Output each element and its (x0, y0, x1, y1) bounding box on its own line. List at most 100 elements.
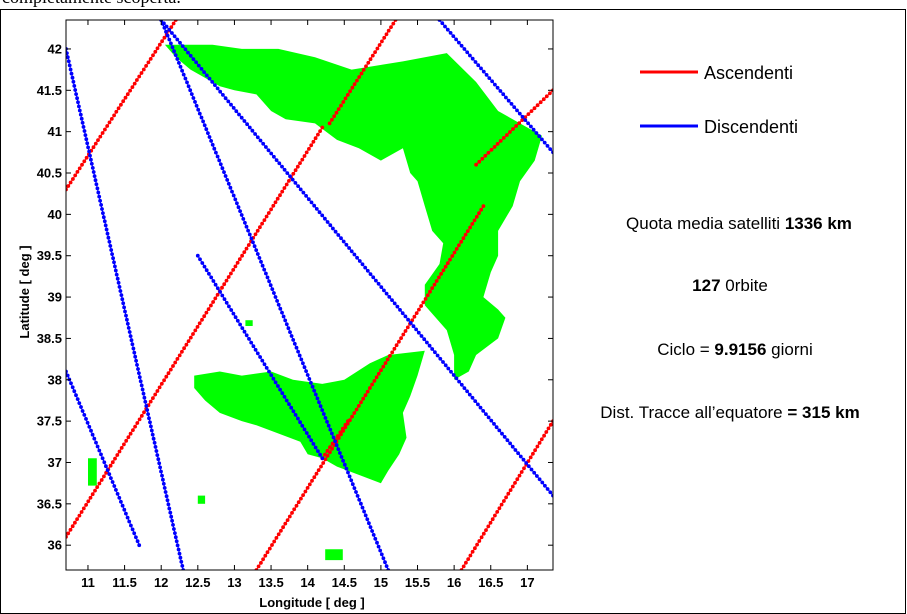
track-point (106, 235, 111, 240)
track-point (425, 293, 430, 298)
track-point (240, 326, 245, 330)
track-point (478, 405, 483, 410)
track-point (288, 174, 292, 179)
track-point (451, 373, 456, 377)
track-point (254, 248, 259, 253)
track-point (131, 346, 136, 351)
track-ascendenti-0 (66, 20, 178, 192)
track-point (130, 527, 135, 532)
track-ascendenti-4 (327, 20, 398, 126)
track-point (321, 412, 326, 416)
track-point (139, 414, 144, 418)
track-point (188, 88, 193, 93)
track-point (79, 510, 84, 514)
track-point (529, 467, 534, 472)
track-point (481, 69, 486, 74)
track-point (388, 354, 392, 358)
y-tick-label: 39 (48, 290, 62, 305)
track-point (255, 351, 260, 356)
track-point (90, 432, 95, 437)
track-point (476, 402, 480, 407)
track-point (535, 444, 540, 449)
track-point (391, 21, 396, 26)
track-point (75, 170, 80, 174)
track-point (68, 180, 73, 185)
track-point (137, 371, 141, 375)
track-point (234, 109, 239, 114)
track-point (461, 236, 466, 241)
track-point (137, 375, 142, 380)
track-point (501, 136, 506, 140)
track-point (247, 337, 251, 341)
track-point (325, 419, 329, 424)
track-point (75, 517, 79, 521)
track-point (272, 291, 276, 295)
track-point (244, 246, 249, 251)
track-point (336, 233, 341, 237)
track-point (180, 68, 185, 73)
track-point (252, 244, 257, 249)
track-point (301, 361, 305, 366)
track-point (206, 307, 211, 311)
track-line (160, 20, 389, 570)
track-point (223, 96, 228, 101)
track-point (201, 119, 206, 124)
track-point (330, 441, 335, 446)
track-point (443, 24, 447, 29)
track-point (504, 495, 508, 500)
track-point (270, 287, 275, 291)
track-point (140, 387, 145, 392)
track-point (449, 369, 453, 374)
x-tick-label: 11.5 (112, 575, 137, 590)
track-point (249, 340, 254, 345)
track-point (137, 543, 142, 548)
track-point (328, 427, 333, 432)
track-point (164, 494, 169, 499)
track-point (532, 470, 537, 475)
track-point (387, 295, 392, 299)
track-point (111, 256, 115, 261)
track-point (280, 164, 284, 169)
track-point (515, 477, 520, 482)
track-point (520, 114, 525, 119)
track-point (104, 227, 109, 232)
track-point (171, 21, 176, 26)
track-point (416, 330, 421, 335)
y-tick-label: 40 (48, 207, 62, 222)
track-point (476, 63, 481, 68)
track-point (142, 395, 147, 400)
track-point (379, 552, 384, 557)
track-point (230, 189, 234, 194)
track-point (462, 386, 467, 390)
track-point (167, 37, 172, 42)
track-point (120, 503, 125, 508)
track-point (548, 490, 553, 495)
track-point (260, 263, 265, 268)
track-point (162, 378, 167, 383)
track-point (285, 518, 290, 522)
track-point (185, 80, 189, 85)
plot-content (66, 20, 553, 570)
track-point (260, 221, 264, 226)
track-point (117, 449, 122, 454)
track-point (437, 275, 441, 280)
track-point (489, 147, 494, 152)
track-point (164, 374, 169, 379)
track-point (100, 207, 104, 211)
track-point (535, 474, 539, 478)
track-point (259, 561, 263, 565)
track-point (70, 75, 75, 80)
track-point (253, 132, 257, 136)
track-point (194, 60, 199, 65)
track-point (398, 308, 402, 312)
track-point (89, 428, 93, 433)
track-point (352, 82, 357, 87)
info-panel: Quota media satelliti 1336 km 127 0rbite… (600, 214, 859, 422)
track-point (277, 161, 282, 166)
track-point (304, 194, 308, 198)
track-point (411, 324, 416, 329)
track-point (128, 431, 133, 436)
track-point (486, 150, 491, 155)
track-point (534, 131, 539, 135)
track-point (93, 141, 98, 146)
